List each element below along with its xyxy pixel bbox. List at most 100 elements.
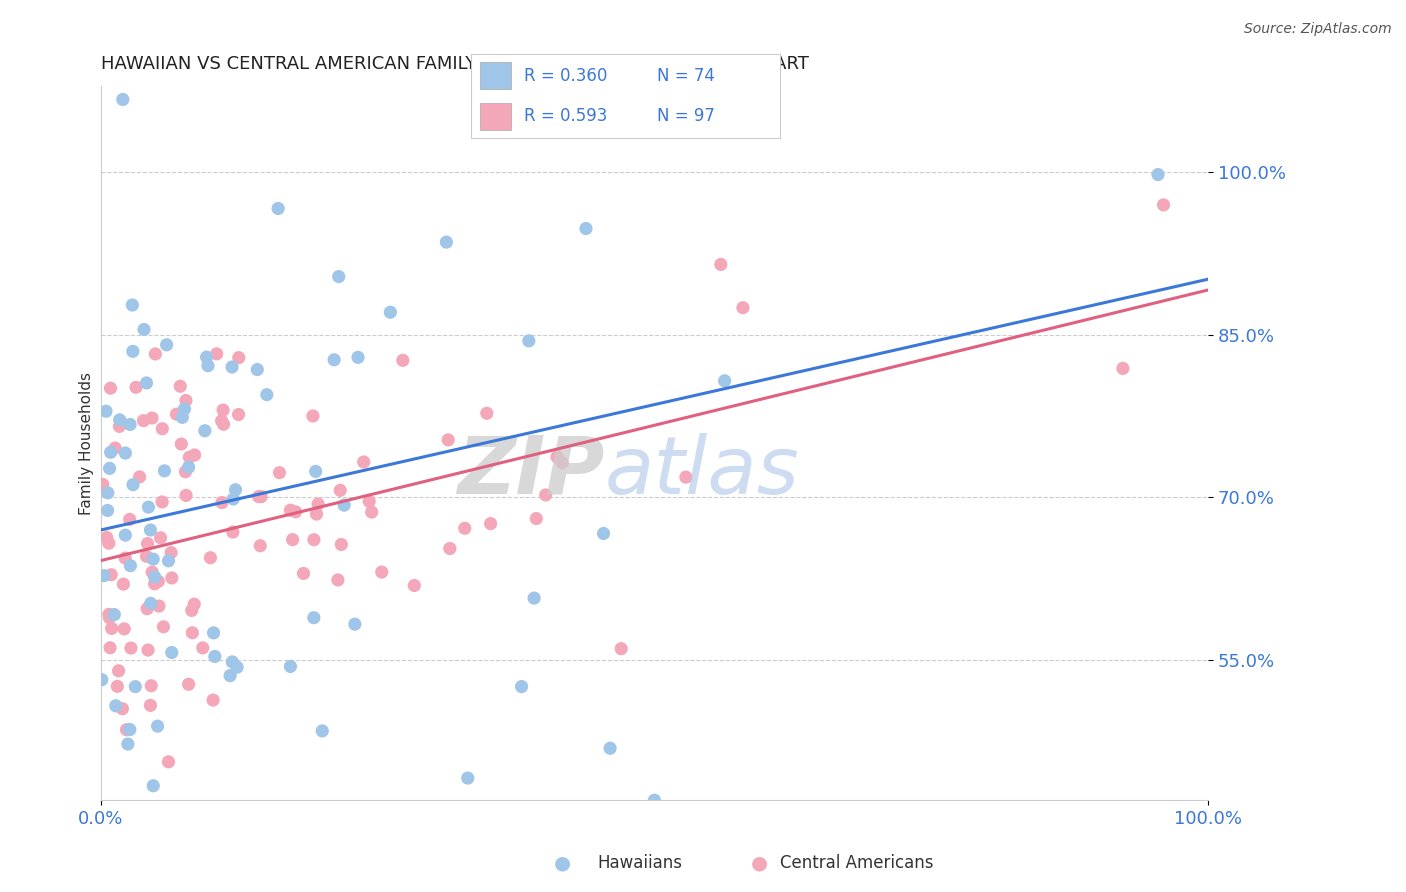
Point [97,536,120,550]
Point [246,362,269,376]
Point [94,404,117,418]
Point [413,829,436,843]
Point [281,533,304,547]
Point [404,578,426,592]
Point [200,550,222,565]
Point [148,574,170,589]
Point [148,599,170,613]
Point [250,490,273,504]
Point [93,568,115,582]
Point [392,353,415,368]
Point [143,570,166,584]
Point [343,617,366,632]
Point [124,680,146,694]
Point [211,495,233,509]
Point [302,533,325,547]
Point [228,351,250,365]
Point [120,558,142,573]
Point [479,516,502,531]
Point [353,455,375,469]
FancyBboxPatch shape [481,62,512,89]
Point [100,445,122,459]
Point [183,597,205,611]
Point [120,641,142,656]
Text: Central Americans: Central Americans [780,855,934,872]
Point [135,376,157,390]
Point [149,531,172,545]
Point [115,723,138,737]
Point [177,677,200,691]
Point [97,503,120,517]
Point [118,512,141,526]
Point [111,811,134,825]
Point [152,620,174,634]
Point [142,552,165,566]
Point [98,611,121,625]
Text: Hawaiians: Hawaiians [598,855,682,872]
Point [166,407,188,421]
Point [256,387,278,401]
Point [713,374,735,388]
Point [731,301,754,315]
Point [380,305,402,319]
Point [160,546,183,560]
Point [138,500,160,515]
Point [191,640,214,655]
Point [280,503,302,517]
Point [150,422,173,436]
Point [328,269,350,284]
Point [180,603,202,617]
Text: ZIP: ZIP [457,433,605,510]
Point [225,483,247,497]
Point [177,460,200,475]
Point [157,755,180,769]
Point [205,347,228,361]
Point [104,441,127,455]
Point [108,419,131,434]
Point [141,679,163,693]
Point [517,334,540,348]
Point [179,450,201,465]
Point [247,490,270,504]
Point [1112,361,1135,376]
Point [524,511,547,525]
Point [104,698,127,713]
Point [100,381,122,395]
Text: N = 74: N = 74 [657,67,714,85]
Point [139,596,162,610]
Point [122,477,145,491]
Point [302,611,325,625]
Text: HAWAIIAN VS CENTRAL AMERICAN FAMILY HOUSEHOLDS CORRELATION CHART: HAWAIIAN VS CENTRAL AMERICAN FAMILY HOUS… [101,55,808,73]
Point [195,350,218,364]
Point [592,526,614,541]
Point [142,779,165,793]
Point [228,408,250,422]
Text: ●: ● [554,854,571,873]
FancyBboxPatch shape [481,103,512,130]
Text: N = 97: N = 97 [657,107,714,125]
Point [108,413,131,427]
Point [202,626,225,640]
Point [371,565,394,579]
Point [139,523,162,537]
Point [610,641,633,656]
Point [172,410,194,425]
Point [141,565,163,579]
Point [153,464,176,478]
Point [523,591,546,605]
Point [181,625,204,640]
Y-axis label: Family Households: Family Households [79,371,94,515]
Point [643,793,665,807]
Point [302,409,325,423]
Point [121,298,143,312]
Point [475,406,498,420]
Point [454,521,477,535]
Point [136,536,159,550]
Point [170,437,193,451]
Point [118,723,141,737]
Point [347,351,370,365]
Point [139,698,162,713]
Point [221,655,243,669]
Point [307,497,329,511]
Point [269,466,291,480]
